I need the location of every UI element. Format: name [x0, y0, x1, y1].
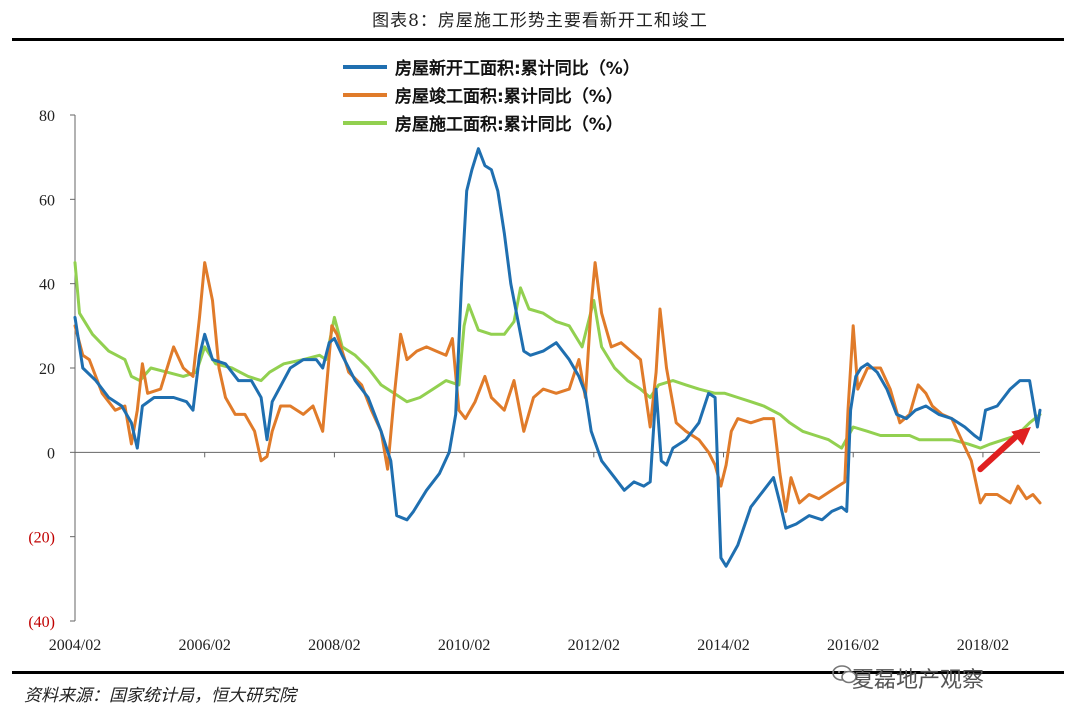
watermark: 夏磊地产观察 [852, 668, 985, 693]
y-tick-label: 80 [39, 108, 55, 125]
y-tick-label: (20) [28, 530, 55, 547]
top-rule [12, 38, 1064, 41]
arrow-head [1011, 427, 1031, 446]
y-tick-label: 20 [39, 361, 55, 378]
axes: 80 60 40 20 0 (20) (40) 2004/02 2006/02 2008/02 20… [28, 108, 1040, 654]
x-tick-label: 2010/02 [438, 637, 490, 654]
line-chart: 房屋新开工面积:累计同比（%） 房屋竣工面积:累计同比（%） 房屋施工面积:累计同比… [28, 58, 1042, 654]
series-line-1 [73, 261, 1042, 513]
y-tick-label: (40) [28, 614, 55, 631]
x-tick-label: 2012/02 [568, 637, 620, 654]
x-tick-label: 2014/02 [697, 637, 749, 654]
x-tick-label: 2018/02 [957, 637, 1009, 654]
source-note: 资料来源：国家统计局，恒大研究院 [24, 686, 296, 706]
arrow-shaft [977, 429, 1024, 473]
x-tick-label: 2006/02 [178, 637, 230, 654]
chart-title: 图表8：房屋施工形势主要看新开工和竣工 [372, 11, 708, 31]
legend-label-0: 房屋新开工面积:累计同比（%） [395, 58, 640, 79]
x-tick-label: 2004/02 [49, 637, 101, 654]
x-tick-label: 2008/02 [308, 637, 360, 654]
y-tick-label: 60 [39, 192, 55, 209]
legend-label-2: 房屋施工面积:累计同比（%） [395, 114, 623, 135]
series-line-2 [73, 261, 1042, 450]
legend: 房屋新开工面积:累计同比（%） 房屋竣工面积:累计同比（%） 房屋施工面积:累计同比… [343, 58, 640, 135]
x-tick-label: 2016/02 [827, 637, 879, 654]
y-tick-label: 40 [39, 277, 55, 294]
legend-label-1: 房屋竣工面积:累计同比（%） [395, 86, 623, 107]
series-line-0 [73, 147, 1042, 568]
bottom-rule [12, 671, 1064, 674]
series-lines [73, 147, 1042, 568]
wechat-icon [832, 665, 857, 684]
arrow-annotation [977, 427, 1031, 473]
y-tick-label: 0 [47, 445, 55, 462]
